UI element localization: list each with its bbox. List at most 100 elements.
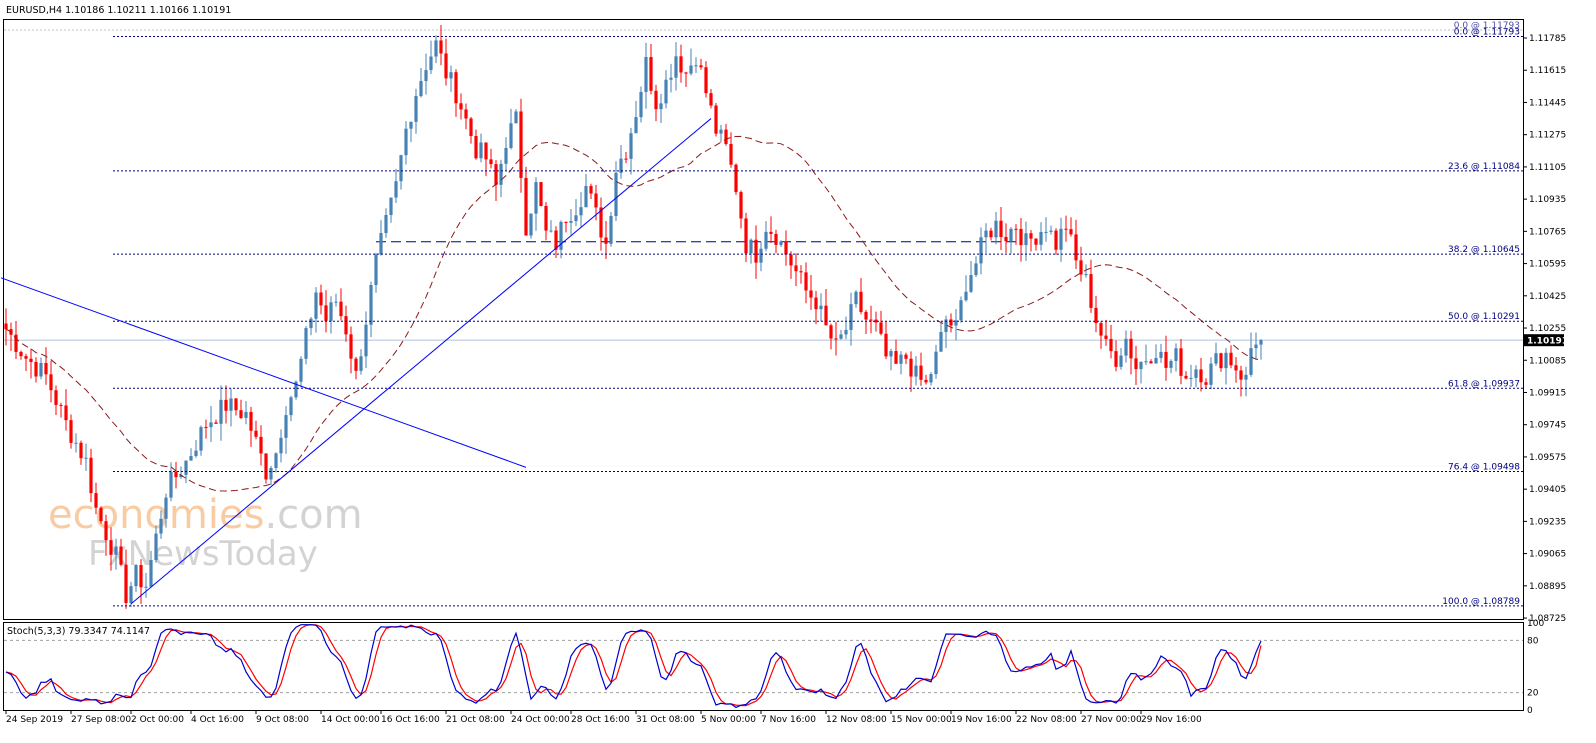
candle <box>664 70 668 109</box>
candle <box>1224 348 1228 385</box>
candle <box>229 388 233 427</box>
candle <box>244 401 248 425</box>
candle <box>1154 344 1158 364</box>
candle <box>249 406 253 447</box>
candle <box>144 572 148 598</box>
candle <box>744 212 748 263</box>
candle <box>1039 222 1043 251</box>
candle <box>949 313 953 333</box>
candle <box>49 360 53 403</box>
candle <box>164 493 168 528</box>
chart-header: EURUSD,H4 1.10186 1.10211 1.10166 1.1019… <box>6 5 231 16</box>
candle <box>409 121 413 143</box>
candle <box>879 310 883 336</box>
price-tick-label: 1.10935 <box>1529 195 1566 205</box>
candle <box>139 559 143 604</box>
candle <box>859 278 863 315</box>
candle <box>939 321 943 352</box>
candle <box>134 564 138 593</box>
candle <box>904 352 908 365</box>
candle <box>609 212 613 247</box>
candle <box>1129 330 1133 375</box>
candle <box>429 40 433 74</box>
candle <box>174 461 178 489</box>
candle <box>819 293 823 322</box>
candle <box>449 65 453 92</box>
candle <box>704 61 708 98</box>
candle <box>779 240 783 248</box>
fib-label: 100.0 @ 1.08789 <box>1442 597 1520 607</box>
candle <box>504 137 508 171</box>
candle <box>769 216 773 243</box>
candle <box>474 129 478 160</box>
price-tick-label: 1.09235 <box>1529 517 1566 527</box>
candle <box>284 406 288 454</box>
candle <box>899 351 903 375</box>
candle <box>369 281 373 338</box>
time-tick: 31 Oct 08:00 <box>635 710 695 725</box>
price-tick: 1.09235 <box>1523 517 1566 527</box>
candle <box>169 462 173 502</box>
candle <box>9 322 13 351</box>
candle <box>209 406 213 443</box>
price-tick: 1.08895 <box>1523 582 1566 592</box>
time-tick: 4 Oct 16:00 <box>190 710 244 725</box>
moving-average <box>5 135 1262 492</box>
time-tick-label: 12 Nov 08:00 <box>826 715 887 725</box>
reference-lines <box>4 29 1523 341</box>
stoch-tick-label: 100 <box>1527 619 1544 629</box>
time-tick-label: 16 Oct 16:00 <box>381 715 440 725</box>
candle <box>634 100 638 134</box>
candle <box>1014 224 1018 245</box>
candle <box>419 67 423 98</box>
candle <box>389 197 393 223</box>
candle <box>824 288 828 326</box>
time-tick-label: 24 Oct 00:00 <box>511 715 570 725</box>
candle <box>434 35 438 64</box>
candle <box>789 251 793 279</box>
candle <box>1124 330 1128 363</box>
candle <box>794 253 798 287</box>
candle <box>39 357 43 380</box>
candle <box>989 227 993 241</box>
candle <box>934 344 938 379</box>
stoch-tick-label: 0 <box>1527 706 1533 716</box>
candle <box>1059 217 1063 262</box>
candle <box>959 296 963 323</box>
candle <box>1054 228 1058 255</box>
price-tick-label: 1.10255 <box>1529 324 1566 334</box>
candle <box>604 221 608 260</box>
candle <box>1174 343 1178 372</box>
candle <box>804 262 808 304</box>
main-pane-frame <box>3 19 1524 620</box>
price-tick: 1.11445 <box>1523 98 1566 108</box>
candle <box>909 351 913 392</box>
candle <box>309 317 313 336</box>
candle <box>114 538 118 570</box>
candle <box>464 103 468 130</box>
candle <box>1084 264 1088 278</box>
candle <box>1179 339 1183 385</box>
candle <box>874 311 878 332</box>
candle <box>574 199 578 227</box>
fib-level-76.4: 76.4 @ 1.09498 <box>113 463 1523 473</box>
stoch-signal-line <box>5 624 1262 707</box>
candle <box>289 395 293 422</box>
time-tick: 15 Nov 00:00 <box>890 710 952 725</box>
candle <box>109 527 113 571</box>
candle <box>964 275 968 302</box>
trendline-2 <box>130 118 712 605</box>
candle <box>239 399 243 419</box>
candle <box>524 166 528 236</box>
candle <box>884 321 888 360</box>
candle <box>569 208 573 235</box>
candle <box>589 183 593 200</box>
candle <box>854 290 858 308</box>
price-tick: 1.08725 <box>1523 614 1566 624</box>
candle <box>709 88 713 109</box>
candle <box>1204 378 1208 390</box>
time-tick: 22 Nov 08:00 <box>1015 710 1077 725</box>
time-tick-label: 19 Nov 16:00 <box>951 715 1012 725</box>
fibonacci-levels: 0.0 @ 1.11793 23.6 @ 1.11084 38.2 @ 1.1064… <box>113 21 1523 607</box>
candle <box>1019 218 1023 262</box>
